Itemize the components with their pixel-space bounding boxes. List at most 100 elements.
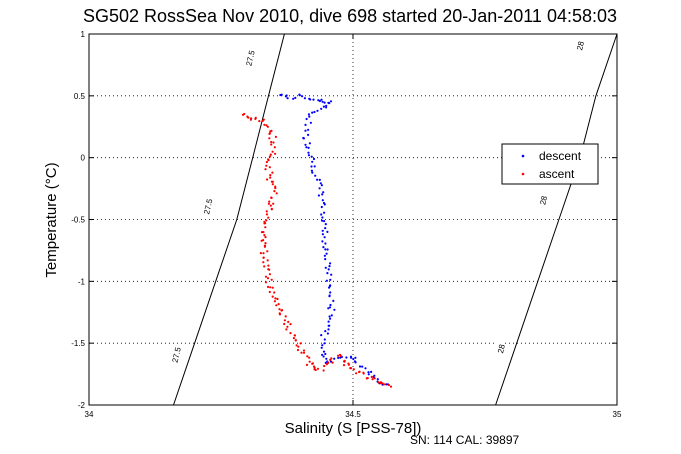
point-descent: [320, 213, 323, 216]
point-ascent: [342, 364, 346, 367]
point-ascent: [352, 368, 355, 371]
point-descent: [321, 219, 324, 222]
point-descent: [303, 97, 306, 100]
point-descent: [294, 96, 297, 99]
point-ascent: [264, 275, 268, 278]
point-descent: [304, 123, 307, 126]
point-descent: [329, 360, 333, 363]
point-ascent: [373, 377, 376, 380]
point-ascent: [296, 348, 300, 352]
point-descent: [313, 165, 316, 168]
point-descent: [328, 265, 331, 268]
point-descent: [304, 129, 307, 132]
density-contours: 27.5 27.5 27.5 28 28 28: [171, 33, 618, 406]
point-descent: [324, 330, 327, 333]
point-ascent: [265, 160, 268, 164]
point-descent: [349, 355, 353, 358]
point-descent: [319, 182, 322, 185]
point-descent: [326, 332, 329, 335]
contour-label: 27.5: [171, 346, 183, 364]
point-ascent: [270, 208, 273, 211]
point-ascent: [389, 385, 393, 388]
point-descent: [317, 194, 320, 197]
point-ascent: [326, 361, 330, 364]
point-descent: [310, 155, 313, 158]
x-tick-label: 34: [85, 410, 94, 419]
point-ascent: [266, 277, 270, 280]
contour-label: 28: [575, 40, 586, 51]
y-tick-label: 0.5: [74, 92, 86, 101]
point-ascent: [358, 370, 361, 374]
point-descent: [327, 324, 330, 327]
point-descent: [323, 101, 326, 104]
contour-label-bg: [496, 340, 505, 359]
point-ascent: [271, 171, 274, 174]
point-ascent: [274, 297, 277, 300]
point-descent: [321, 353, 324, 356]
point-descent: [329, 100, 333, 103]
point-descent: [326, 272, 329, 275]
point-ascent: [297, 345, 300, 348]
point-ascent: [273, 146, 276, 149]
point-descent: [298, 93, 301, 96]
point-descent: [333, 357, 336, 360]
point-descent: [370, 370, 373, 373]
contour-label: 27.5: [202, 197, 214, 215]
point-ascent: [263, 245, 266, 248]
point-descent: [323, 211, 326, 214]
point-ascent: [337, 354, 340, 357]
point-ascent: [264, 168, 267, 171]
point-ascent: [265, 164, 268, 167]
point-descent: [313, 110, 316, 114]
point-descent: [323, 342, 326, 345]
point-descent: [327, 101, 330, 104]
point-descent: [312, 157, 316, 161]
point-ascent: [370, 375, 373, 378]
point-descent: [307, 146, 310, 149]
point-ascent: [349, 367, 353, 370]
point-descent: [324, 352, 327, 356]
point-ascent: [273, 300, 276, 303]
point-ascent: [285, 328, 288, 331]
point-ascent: [294, 339, 297, 342]
point-ascent: [272, 202, 275, 205]
point-descent: [323, 236, 326, 239]
point-ascent: [278, 313, 282, 316]
point-descent: [321, 100, 324, 103]
point-ascent: [262, 239, 265, 242]
point-ascent: [259, 252, 262, 255]
point-descent: [322, 350, 326, 353]
point-descent: [325, 279, 328, 282]
point-descent: [321, 229, 324, 232]
point-descent: [364, 367, 367, 370]
point-ascent: [287, 320, 290, 323]
point-ascent: [269, 130, 272, 133]
point-ascent: [275, 304, 278, 307]
point-ascent: [271, 150, 274, 153]
point-descent: [325, 252, 328, 255]
point-descent: [324, 242, 327, 245]
contour-label-bg: [576, 37, 585, 56]
legend-entry-ascent: ascent: [539, 167, 575, 181]
point-descent: [286, 97, 289, 100]
point-ascent: [268, 132, 271, 135]
point-descent: [323, 338, 326, 341]
point-ascent: [292, 337, 295, 340]
point-descent: [385, 383, 388, 386]
point-descent: [316, 178, 319, 181]
point-ascent: [270, 196, 273, 199]
point-ascent: [273, 190, 276, 193]
point-ascent: [265, 124, 268, 127]
point-ascent: [343, 360, 346, 363]
contour-label-bg: [539, 191, 548, 210]
point-ascent: [312, 365, 316, 368]
point-ascent: [277, 303, 280, 306]
point-descent: [337, 356, 340, 359]
point-descent: [309, 121, 312, 124]
point-ascent: [387, 383, 390, 387]
point-descent: [328, 306, 332, 309]
y-tick-label: -0.5: [71, 216, 85, 225]
point-descent: [324, 266, 327, 269]
point-ascent: [305, 363, 309, 366]
